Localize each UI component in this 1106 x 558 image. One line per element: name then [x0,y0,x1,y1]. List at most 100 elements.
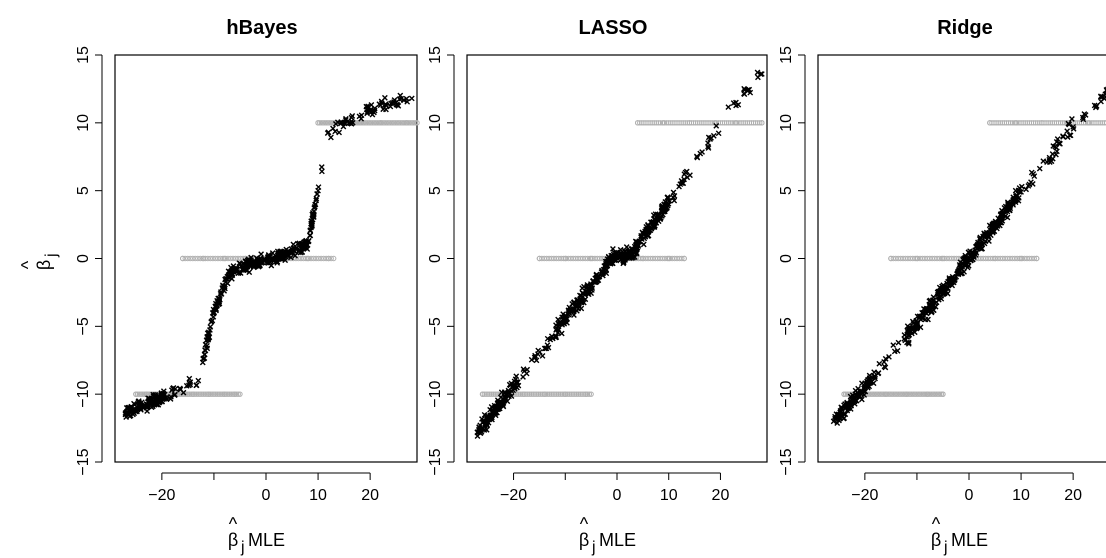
true-beta-point [579,391,585,397]
y-tick-label: −10 [75,380,92,407]
estimate-point [129,406,136,413]
true-beta-point [320,120,326,126]
estimate-point [852,387,859,394]
y-tick-label: −15 [427,448,444,475]
true-beta-point [526,391,533,397]
y-tick-label: −5 [427,317,444,335]
true-beta-point [485,391,491,397]
estimate-point [593,272,600,279]
estimate-point [347,120,354,127]
estimate-point [158,393,165,400]
true-beta-point [409,120,415,126]
subscript-j: j [591,539,596,556]
estimate-point [237,270,244,276]
true-beta-point [536,255,543,262]
true-beta-point [900,391,907,397]
true-beta-point [295,255,302,262]
true-beta-point [523,391,529,397]
true-beta-point [318,255,324,262]
true-beta-point [371,120,377,126]
true-beta-point [573,391,580,397]
estimate-point [220,283,227,290]
true-beta-point [562,391,568,397]
estimate-point [937,294,943,301]
estimate-point [959,256,966,263]
true-beta-point [588,255,594,262]
true-beta-point [384,120,391,126]
y-tick-label: 5 [427,186,444,195]
estimate-point [625,249,632,255]
true-beta-point [910,391,916,397]
estimate-point [733,99,739,106]
true-beta-point [757,120,763,126]
estimate-point [1056,140,1062,147]
estimate-point [611,249,618,256]
estimate-point [938,286,945,293]
x-tick-label: 10 [660,487,678,504]
estimate-point [747,89,754,96]
estimate-point [741,85,748,92]
true-beta-point [874,391,880,397]
estimate-point [325,129,332,136]
estimate-point [237,260,244,267]
estimate-point [132,408,139,415]
estimate-point [171,392,178,399]
estimate-point [369,111,376,118]
true-beta-point [528,391,535,397]
estimate-point [304,242,311,248]
true-beta-point [666,255,672,262]
estimate-point [483,426,490,433]
y-tick-label: −10 [427,380,444,407]
estimate-point [312,201,319,208]
estimate-point [855,392,862,399]
true-beta-point [315,255,322,262]
true-beta-point [1086,120,1092,126]
true-beta-point [391,120,397,126]
estimate-point [296,240,303,247]
estimate-point [866,375,873,381]
estimate-point [389,100,396,106]
hat-symbol: ^ [580,514,589,534]
plot-frame [466,54,768,463]
estimate-point [920,310,926,317]
true-beta-point [392,120,399,126]
true-beta-point [381,120,387,126]
true-beta-point [869,391,875,397]
true-beta-point [226,391,233,397]
estimate-point [1018,189,1024,195]
true-beta-point [905,391,912,397]
true-beta-point [406,120,412,126]
true-beta-point [1033,255,1040,262]
true-beta-point [479,391,486,397]
true-beta-point [875,391,882,397]
estimate-point [193,382,200,389]
true-beta-point [225,255,231,262]
estimate-point [961,261,968,268]
true-beta-point [481,391,488,397]
estimate-point [666,197,673,204]
estimate-point [985,233,992,240]
estimate-point [487,414,494,421]
true-beta-point [134,391,141,397]
estimate-point [1080,116,1087,123]
true-beta-point [354,120,361,126]
true-beta-point [483,391,489,397]
true-beta-point [871,391,877,397]
estimate-point [230,263,237,269]
true-beta-point [192,391,198,397]
estimate-point [246,269,253,276]
estimate-point [391,97,398,103]
estimate-point [267,259,273,266]
true-beta-point [660,120,667,126]
true-beta-point [889,391,895,397]
estimate-point [565,307,572,314]
true-beta-point [330,255,337,262]
estimate-point [905,339,912,346]
estimate-point [671,197,678,204]
estimate-point [890,342,897,349]
estimate-point [640,230,646,237]
estimate-point [185,382,192,389]
estimate-point [336,129,343,136]
x-tick-label: 20 [361,487,379,504]
estimate-point [891,348,898,355]
